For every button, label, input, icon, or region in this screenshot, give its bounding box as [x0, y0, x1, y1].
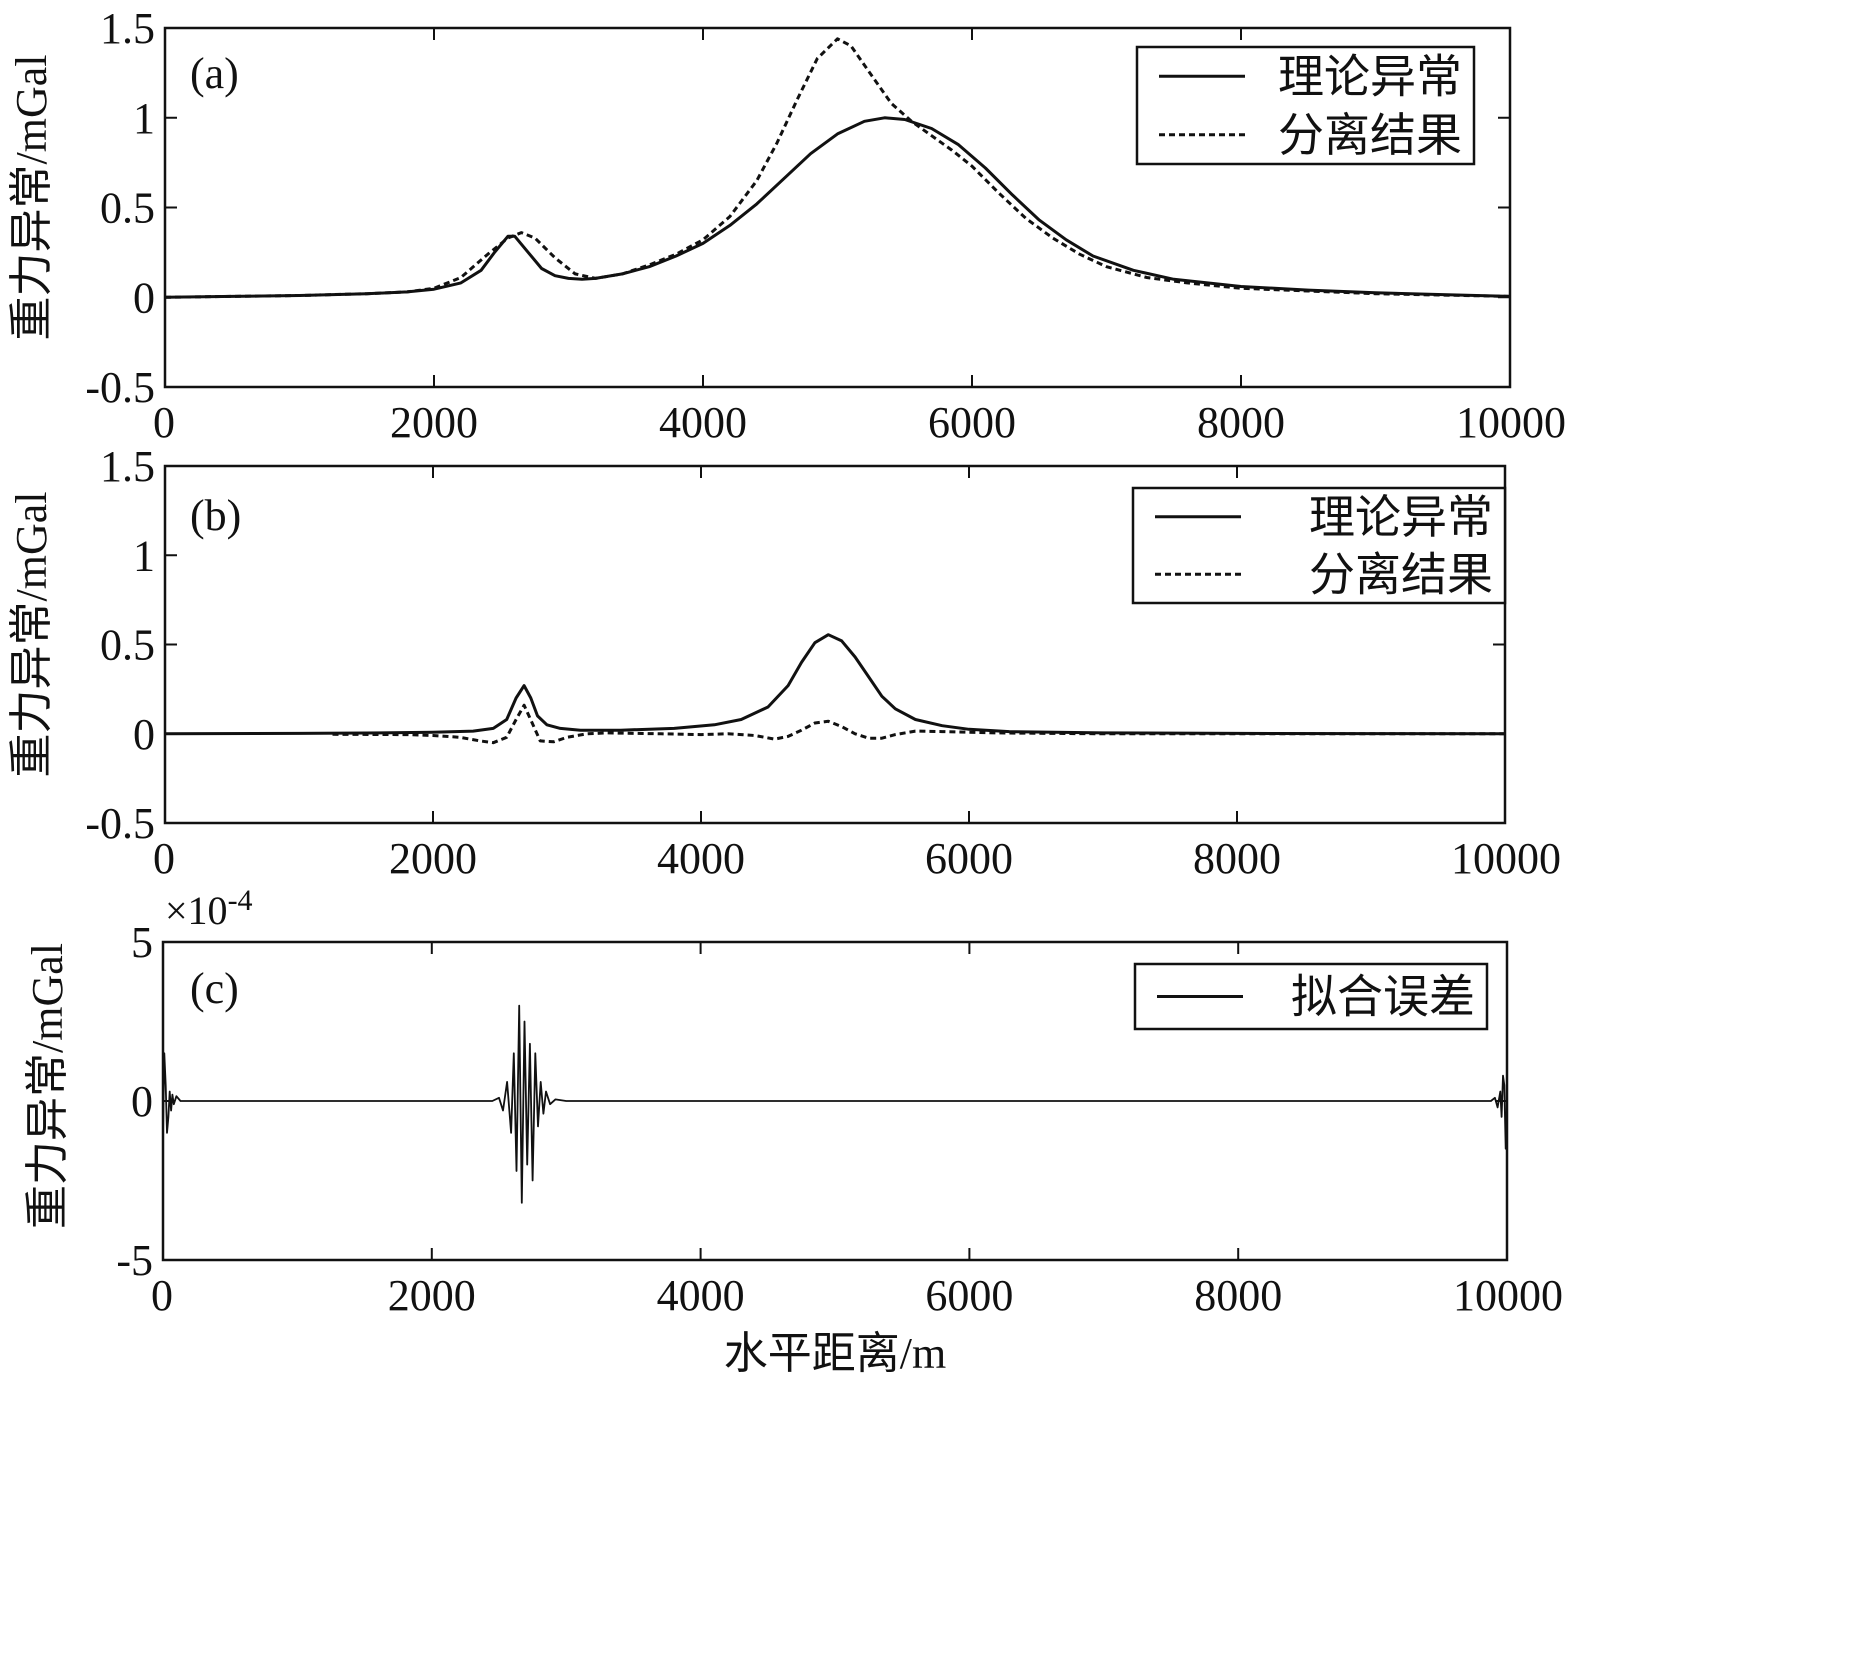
legend-box: [1135, 45, 1476, 166]
panel-label: (b): [190, 491, 241, 540]
x-tick-label: 0: [153, 834, 175, 883]
series-line-2: [164, 37, 1511, 299]
y-axis-label: 重力异常/mGal: [7, 55, 56, 341]
x-tick-label: 4000: [657, 1271, 745, 1320]
panel-b: 0 2000 4000 6000 8000 10000-0.500.511.5重力异常/m…: [7, 442, 1561, 883]
y-axis-label: 重力异常/mGal: [23, 943, 72, 1229]
x-tick-label: 2000: [390, 398, 478, 447]
x-tick-label: 4000: [657, 834, 745, 883]
y-tick-label: -5: [116, 1236, 153, 1285]
x-tick-label: 8000: [1197, 398, 1285, 447]
x-tick-label: 0: [151, 1271, 173, 1320]
series-line-2: [332, 703, 1505, 745]
x-tick-label: 6000: [928, 398, 1016, 447]
x-tick-label: 8000: [1193, 834, 1281, 883]
x-tick-label: 10000: [1456, 398, 1566, 447]
legend-label: 拟合误差: [1291, 972, 1475, 1023]
axis-exponent-label: ×10-4: [165, 884, 253, 933]
panel-c: 0 2000 4000 6000 8000 10000-505重力异常/mGal水平距离/…: [23, 884, 1563, 1378]
y-tick-label: 0.5: [100, 184, 155, 233]
series-line-1: [164, 633, 1506, 736]
legend-label: 分离结果: [1309, 549, 1493, 600]
y-axis-label: 重力异常/mGal: [7, 492, 56, 778]
y-tick-label: 1: [133, 531, 155, 580]
x-tick-label: 4000: [659, 398, 747, 447]
x-tick-label: 0: [153, 398, 175, 447]
panel-label: (c): [190, 964, 239, 1013]
y-tick-label: 1.5: [100, 442, 155, 491]
panel-a: 0 2000 4000 6000 8000 10000-0.500.511.5重力异常/m…: [7, 4, 1566, 447]
legend-label: 理论异常: [1278, 51, 1462, 102]
legend-box: [1131, 486, 1507, 605]
series-line-1: [164, 116, 1511, 299]
panel-label: (a): [190, 49, 239, 98]
x-tick-label: 6000: [925, 1271, 1013, 1320]
y-tick-label: 0.5: [100, 621, 155, 670]
y-tick-label: 1.5: [100, 4, 155, 53]
x-axis-label: 水平距离/m: [724, 1329, 946, 1378]
series-line-1: [162, 1004, 1508, 1204]
x-tick-label: 10000: [1451, 834, 1561, 883]
x-tick-label: 10000: [1453, 1271, 1563, 1320]
y-tick-label: 5: [131, 918, 153, 967]
y-tick-label: 0: [133, 710, 155, 759]
x-tick-label: 2000: [389, 834, 477, 883]
y-tick-label: 1: [133, 94, 155, 143]
legend: 拟合误差: [1133, 962, 1489, 1031]
figure: 0 2000 4000 6000 8000 10000-0.500.511.5重力异常/m…: [7, 4, 1566, 1378]
y-tick-label: -0.5: [85, 799, 155, 848]
legend-label: 理论异常: [1309, 492, 1493, 543]
x-tick-label: 2000: [388, 1271, 476, 1320]
x-tick-label: 6000: [925, 834, 1013, 883]
y-tick-label: -0.5: [85, 363, 155, 412]
legend-label: 分离结果: [1278, 110, 1462, 161]
x-tick-label: 8000: [1194, 1271, 1282, 1320]
y-tick-label: 0: [133, 273, 155, 322]
y-tick-label: 0: [131, 1077, 153, 1126]
